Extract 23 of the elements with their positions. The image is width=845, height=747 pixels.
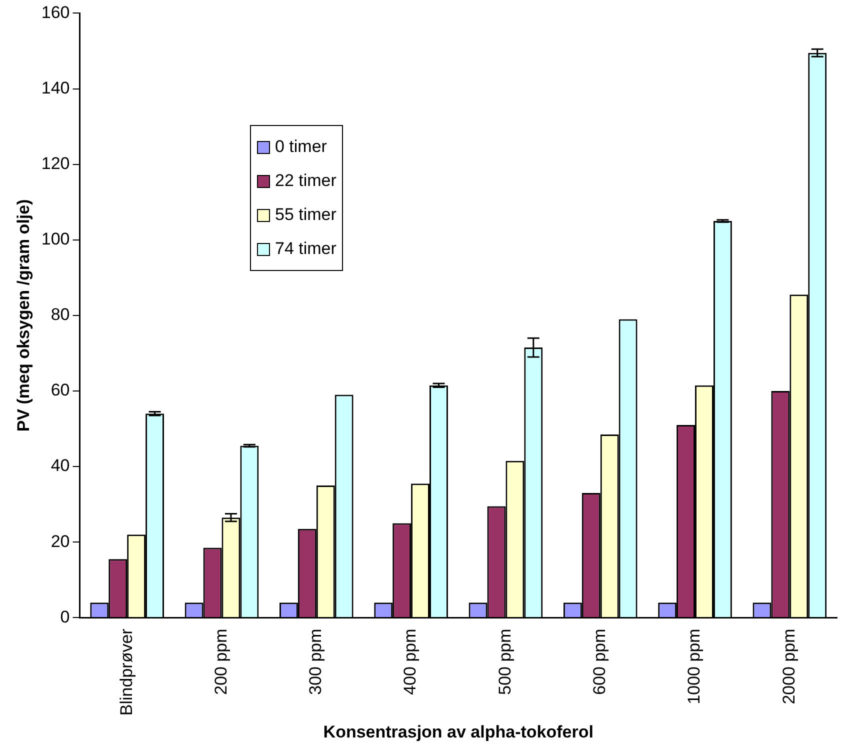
- x-tick-label: 600 ppm: [590, 628, 610, 695]
- legend-label: 0 timer: [274, 136, 328, 158]
- x-tick-label: 200 ppm: [211, 628, 230, 695]
- y-tick-label: 100: [41, 230, 70, 249]
- y-tick-label: 80: [50, 305, 70, 324]
- x-tick-label: Blindprøver: [116, 628, 136, 716]
- x-tick-label: 1000 ppm: [684, 628, 704, 704]
- legend-label: 22 timer: [274, 170, 336, 192]
- y-tick-label: 40: [50, 456, 70, 476]
- x-tick-label: 500 ppm: [495, 628, 514, 695]
- y-axis-title: PV (meq oksygen /gram olje): [14, 199, 33, 432]
- y-tick-label: 0: [60, 607, 70, 626]
- y-tick-label: 60: [50, 380, 70, 400]
- y-tick-label: 160: [41, 2, 70, 22]
- y-tick-label: 20: [50, 532, 70, 551]
- legend-label: 55 timer: [274, 204, 336, 226]
- x-tick-label: 300 ppm: [306, 628, 326, 695]
- x-tick-label: 400 ppm: [400, 628, 420, 695]
- legend-label: 74 timer: [274, 238, 336, 260]
- x-tick-label: 2000 ppm: [779, 628, 798, 704]
- y-tick-label: 140: [41, 78, 70, 98]
- y-tick-label: 120: [41, 154, 70, 174]
- x-axis-title: Konsentrasjon av alpha-tokoferol: [323, 722, 594, 742]
